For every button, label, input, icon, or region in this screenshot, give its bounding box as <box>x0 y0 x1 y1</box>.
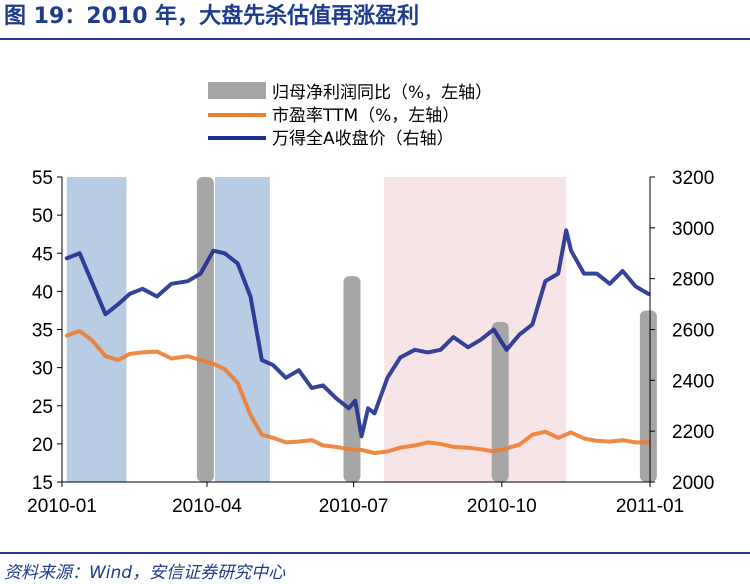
shaded-period-1 <box>66 177 127 482</box>
pe-ttm-line <box>64 329 651 455</box>
bar-profit-growth-4 <box>639 310 657 482</box>
left-tick-label: 50 <box>32 206 53 227</box>
bar-profit-growth-2 <box>343 276 361 482</box>
source-divider <box>0 552 750 554</box>
right-tick-label: 2200 <box>672 422 714 443</box>
source-note: 资料来源：Wind，安信证券研究中心 <box>4 563 286 583</box>
right-tick-label: 2000 <box>672 473 714 494</box>
right-tick-label: 3000 <box>672 219 714 240</box>
left-tick-label: 40 <box>32 282 53 303</box>
left-tick-label: 25 <box>32 397 53 418</box>
left-tick-label: 35 <box>32 321 53 342</box>
right-tick-label: 2600 <box>672 321 714 342</box>
left-tick-label: 20 <box>32 435 53 456</box>
title-divider <box>0 38 750 40</box>
legend-label: 市盈率TTM（%，左轴） <box>272 106 459 126</box>
left-tick-label: 15 <box>32 473 53 494</box>
x-tick-label: 2010-04 <box>172 496 242 517</box>
right-tick-label: 2800 <box>672 270 714 291</box>
right-tick-label: 2400 <box>672 371 714 392</box>
chart: 55 50 45 40 35 30 25 20 15 3200 3000 2800 2600 2400 22… <box>27 82 714 517</box>
x-tick-label: 2010-07 <box>319 496 389 517</box>
figure-title: 图 19：2010 年，大盘先杀估值再涨盈利 <box>4 4 420 29</box>
wind-a-index-line <box>64 228 651 439</box>
bar-profit-growth-1 <box>196 177 214 482</box>
x-tick-label: 2011-01 <box>616 496 684 517</box>
legend-swatch-bar <box>208 82 266 99</box>
bar-profit-growth-3 <box>491 321 509 482</box>
x-tick-label: 2010-01 <box>27 496 97 517</box>
left-tick-label: 30 <box>32 359 53 380</box>
left-tick-label: 55 <box>32 168 53 189</box>
right-tick-label: 3200 <box>672 168 714 189</box>
shaded-period-3 <box>384 177 567 482</box>
x-tick-label: 2010-10 <box>467 496 537 517</box>
left-tick-label: 45 <box>32 244 53 265</box>
legend-label: 归母净利润同比（%，左轴） <box>272 83 492 103</box>
legend-label: 万得全A收盘价（右轴） <box>272 129 454 149</box>
